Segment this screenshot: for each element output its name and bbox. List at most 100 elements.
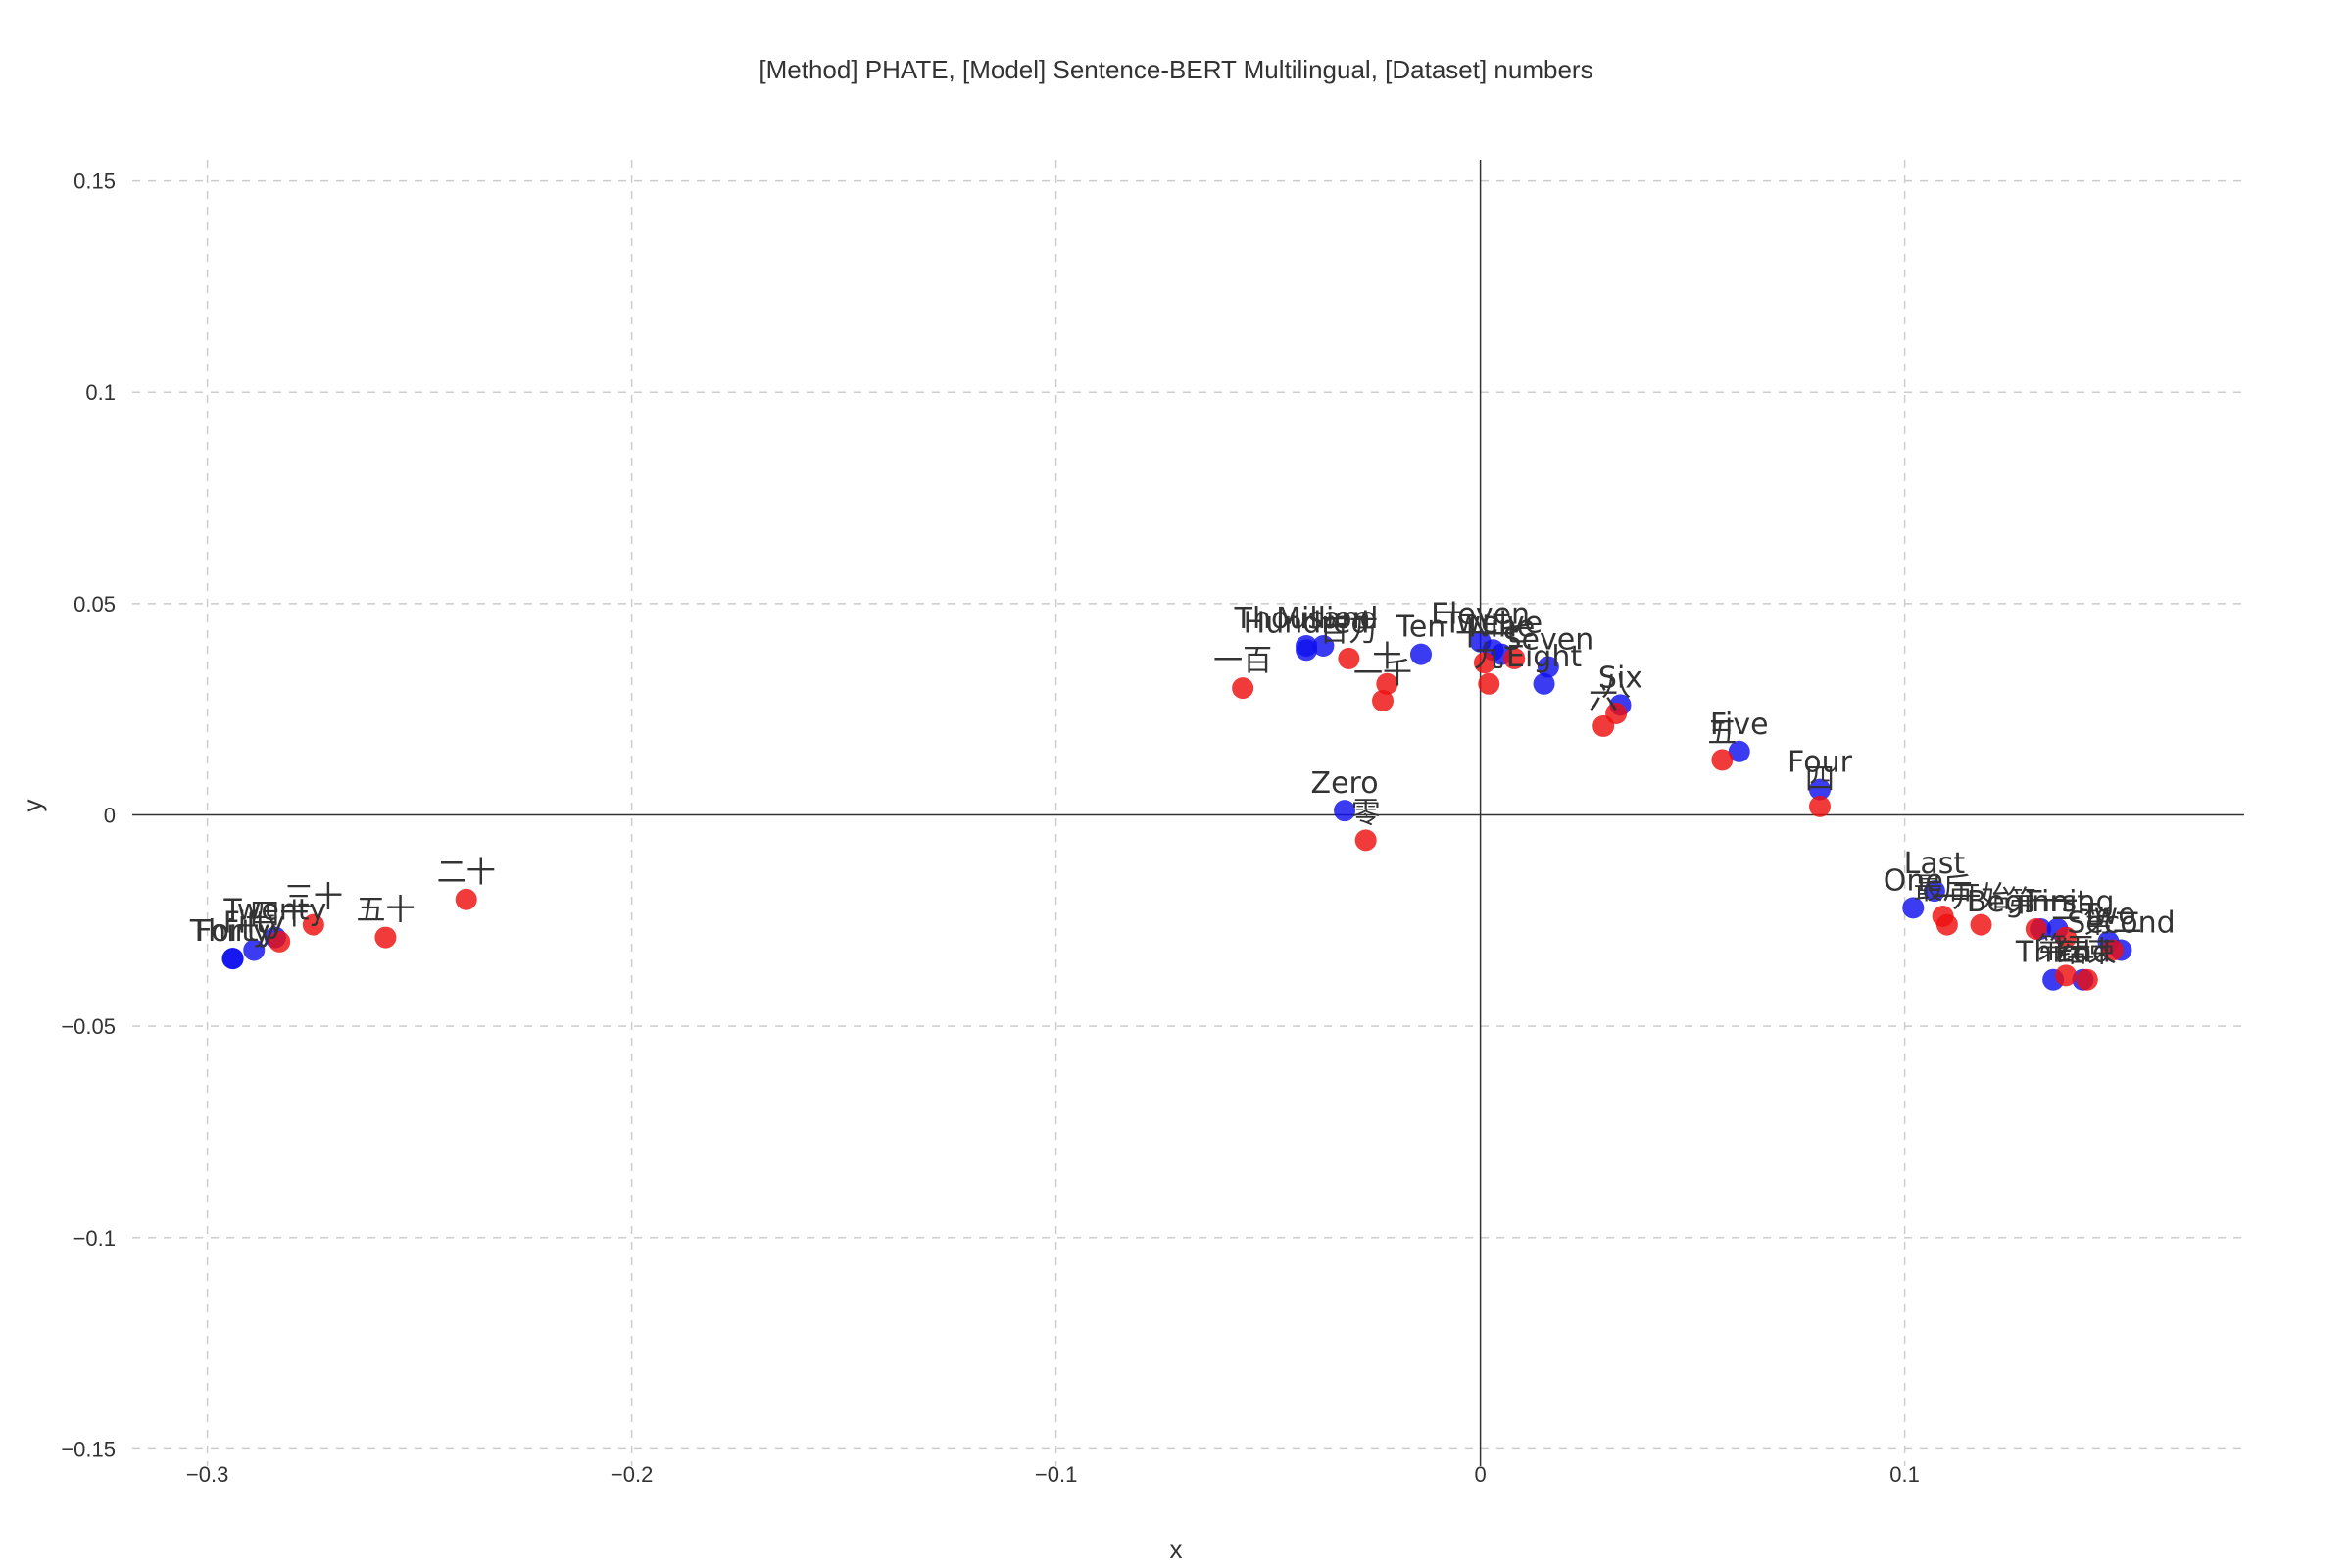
data-point[interactable] — [1478, 672, 1500, 695]
point-label: 一 — [1933, 881, 1962, 915]
data-point[interactable] — [1354, 829, 1377, 852]
data-point[interactable] — [1338, 647, 1360, 669]
point-label: 五十 — [356, 894, 415, 928]
point-label: Nine — [1468, 611, 1535, 645]
point-label: Two — [2080, 898, 2135, 932]
point-label: 最后 — [1914, 872, 1973, 906]
point-label: 十一 — [1455, 618, 1514, 653]
data-point[interactable] — [2101, 939, 2124, 961]
data-point[interactable] — [1936, 913, 1958, 936]
point-label: 第二 — [2083, 906, 2142, 941]
y-tick-label: 0.15 — [74, 170, 116, 194]
data-point[interactable] — [1533, 672, 1555, 695]
x-axis-title: x — [1170, 1535, 1183, 1564]
chart-title: [Method] PHATE, [Model] Sentence-BERT Mu… — [759, 55, 1592, 84]
point-label: First — [2027, 885, 2088, 919]
point-label: 结束 — [2058, 936, 2117, 970]
point-label: 七 — [1499, 614, 1529, 649]
point-label: Second — [2067, 906, 2175, 941]
point-label: Four — [1788, 746, 1853, 780]
point-label: Twenty — [222, 894, 326, 928]
data-point[interactable] — [2055, 926, 2078, 949]
x-tick-label: −0.2 — [611, 1462, 653, 1487]
point-label: 九 — [1474, 640, 1503, 674]
point-label: 百万 — [1319, 614, 1378, 649]
data-point[interactable] — [2076, 968, 2098, 991]
y-tick-label: 0 — [104, 804, 116, 828]
data-point[interactable] — [1376, 672, 1398, 695]
point-label: Thousand — [1234, 602, 1379, 636]
point-label: 三十 — [284, 881, 343, 915]
point-label: Forty — [195, 914, 270, 949]
y-tick-label: 0.05 — [74, 592, 116, 616]
point-label: 四 — [1805, 762, 1835, 797]
point-label: 第一 — [2007, 885, 2066, 919]
point-label: Fifty — [223, 906, 285, 941]
y-tick-label: 0.1 — [85, 380, 116, 405]
point-label: Ten — [1396, 611, 1446, 645]
data-point[interactable] — [1970, 913, 1992, 936]
data-point[interactable] — [455, 888, 477, 910]
data-point[interactable] — [1334, 800, 1356, 822]
point-label: 五 — [1707, 715, 1737, 750]
point-label: 一千 — [1353, 657, 1412, 691]
data-point[interactable] — [2055, 964, 2078, 987]
y-tick-label: −0.05 — [61, 1014, 116, 1039]
x-tick-label: −0.1 — [1035, 1462, 1077, 1487]
data-point[interactable] — [1902, 897, 1925, 919]
data-point[interactable] — [221, 948, 244, 970]
x-tick-label: −0.3 — [186, 1462, 228, 1487]
data-point[interactable] — [243, 939, 266, 961]
point-label: 第三 — [2036, 931, 2095, 965]
point-label: 二 — [2051, 894, 2081, 928]
data-point[interactable] — [1923, 880, 1945, 903]
x-tick-label: 0 — [1474, 1462, 1486, 1487]
data-point[interactable] — [1312, 634, 1335, 657]
data-point[interactable] — [374, 926, 397, 949]
grid-layer — [132, 160, 2244, 1466]
point-label: Eleven — [1431, 598, 1530, 632]
data-point[interactable] — [1473, 652, 1495, 674]
data-point[interactable] — [302, 913, 324, 936]
point-layer — [221, 630, 2132, 991]
y-axis-title: y — [18, 800, 47, 812]
point-label: One — [1884, 863, 1943, 898]
y-tick-label: −0.1 — [74, 1226, 116, 1250]
point-label: Zero — [1311, 766, 1379, 801]
data-point[interactable] — [269, 930, 291, 953]
point-label: Eight — [1506, 640, 1582, 674]
point-label: Beginning — [1967, 885, 2115, 919]
data-point[interactable] — [1809, 795, 1831, 817]
data-point[interactable] — [1296, 639, 1318, 662]
point-label: Third — [2015, 936, 2091, 970]
data-point[interactable] — [1592, 714, 1615, 737]
point-label: 十 — [1372, 640, 1401, 674]
tick-layer: −0.3 −0.2 −0.1 0 0.1 0.15 0.1 0.05 0 −0.05 −0.1 −0.… — [61, 170, 1920, 1487]
data-point[interactable] — [1232, 677, 1254, 700]
point-label: 六 — [1589, 682, 1618, 716]
point-label: Six — [1598, 661, 1642, 695]
point-label: Thirty — [189, 914, 276, 949]
point-label: Last — [1904, 847, 1966, 881]
data-point[interactable] — [1711, 749, 1734, 771]
data-point[interactable] — [1409, 643, 1432, 665]
data-point[interactable] — [1728, 740, 1750, 762]
point-label: 开始 — [1952, 881, 2011, 915]
point-label: Twelve — [1443, 606, 1543, 640]
point-label: Million — [1276, 602, 1371, 636]
data-point[interactable] — [1537, 656, 1559, 678]
point-label: 八 — [1601, 669, 1631, 704]
y-tick-label: −0.15 — [61, 1437, 116, 1461]
point-label: 零 — [1351, 796, 1381, 830]
data-point[interactable] — [1809, 778, 1831, 801]
data-point[interactable] — [2025, 917, 2047, 940]
x-tick-label: 0.1 — [1889, 1462, 1920, 1487]
point-label: 一百 — [1213, 644, 1272, 678]
point-label: Five — [1710, 708, 1769, 742]
data-point[interactable] — [1372, 690, 1395, 712]
point-label: 四十 — [250, 898, 309, 932]
data-point[interactable] — [1503, 647, 1526, 669]
